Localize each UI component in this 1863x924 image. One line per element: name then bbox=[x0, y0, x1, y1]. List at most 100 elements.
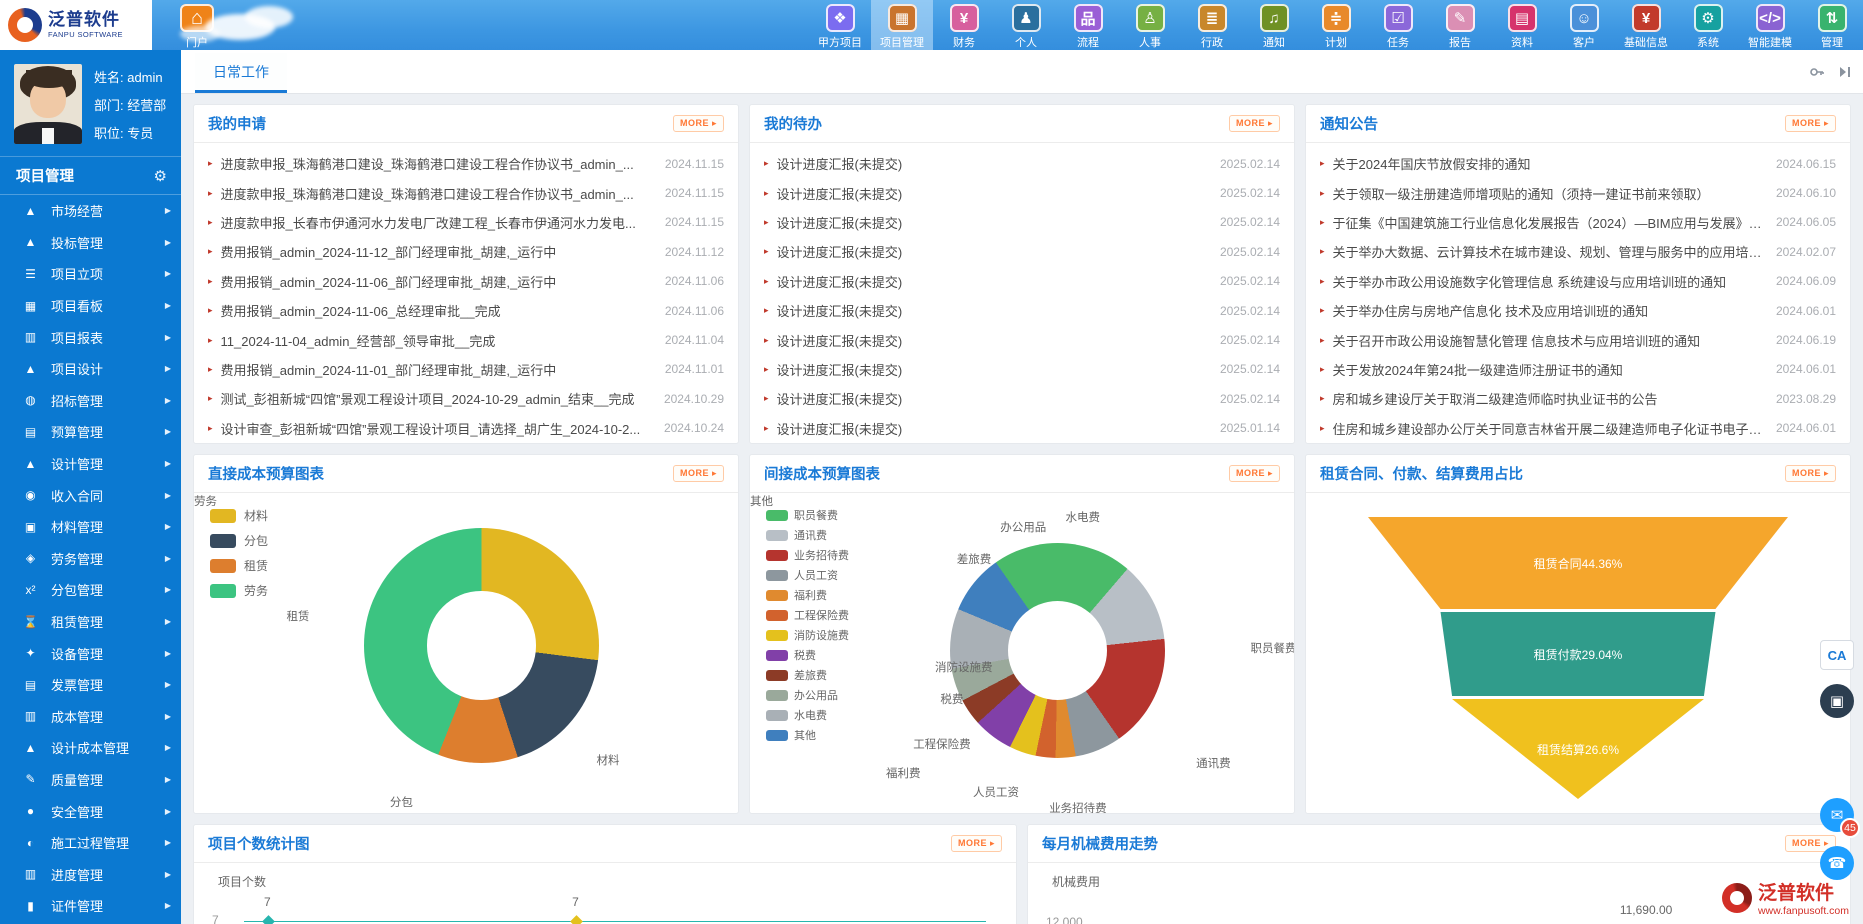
list-item[interactable]: ▸ 费用报销_admin_2024-11-01_部门经理审批_胡建,_运行中 2… bbox=[208, 355, 724, 384]
legend-item[interactable]: 办公用品 bbox=[766, 687, 849, 703]
list-item[interactable]: ▸ 关于发放2024年第24批一级建造师注册证书的通知 2024.06.01 bbox=[1320, 355, 1836, 384]
collapse-panel-icon[interactable] bbox=[1837, 64, 1853, 80]
legend-item[interactable]: 分包 bbox=[210, 532, 268, 549]
sidebar-item[interactable]: ▲ 市场经营 ▶ bbox=[0, 195, 181, 227]
legend-item[interactable]: 其他 bbox=[766, 727, 849, 743]
more-button[interactable]: MORE ▸ bbox=[673, 115, 724, 132]
funnel-stage[interactable]: 租赁结算26.6% bbox=[1368, 699, 1788, 799]
top-menu-item[interactable]: ♙ 人事 bbox=[1119, 0, 1181, 50]
top-menu-item[interactable]: ☑ 任务 bbox=[1367, 0, 1429, 50]
list-item[interactable]: ▸ 费用报销_admin_2024-11-06_总经理审批__完成 2024.1… bbox=[208, 296, 724, 325]
list-item[interactable]: ▸ 费用报销_admin_2024-11-12_部门经理审批_胡建,_运行中 2… bbox=[208, 237, 724, 266]
key-icon[interactable] bbox=[1809, 64, 1825, 80]
legend-item[interactable]: 工程保险费 bbox=[766, 607, 849, 623]
top-menu-item[interactable]: ⚙ 系统 bbox=[1677, 0, 1739, 50]
more-button[interactable]: MORE ▸ bbox=[673, 465, 724, 482]
top-menu-item[interactable]: ❖ 甲方项目 bbox=[809, 0, 871, 50]
more-button[interactable]: MORE ▸ bbox=[1229, 465, 1280, 482]
sidebar-item[interactable]: ▥ 成本管理 ▶ bbox=[0, 701, 181, 733]
legend-item[interactable]: 消防设施费 bbox=[766, 627, 849, 643]
top-menu-item[interactable]: ♟ 个人 bbox=[995, 0, 1057, 50]
sidebar-item[interactable]: ☰ 项目立项 ▶ bbox=[0, 258, 181, 290]
data-point-marker[interactable] bbox=[570, 915, 583, 924]
top-menu-item[interactable]: ≣ 行政 bbox=[1181, 0, 1243, 50]
sidebar-item[interactable]: ◉ 收入合同 ▶ bbox=[0, 479, 181, 511]
list-item[interactable]: ▸ 设计进度汇报(未提交) 2025.02.14 bbox=[764, 267, 1280, 296]
list-item[interactable]: ▸ 进度款申报_珠海鹤港口建设_珠海鹤港口建设工程合作协议书_admin_...… bbox=[208, 178, 724, 207]
data-point-marker[interactable] bbox=[262, 915, 275, 924]
list-item[interactable]: ▸ 设计进度汇报(未提交) 2025.02.14 bbox=[764, 208, 1280, 237]
sidebar-item[interactable]: ▲ 投标管理 ▶ bbox=[0, 227, 181, 259]
top-menu-item[interactable]: ▦ 项目管理 bbox=[871, 0, 933, 50]
sidebar-item[interactable]: ◍ 招标管理 ▶ bbox=[0, 385, 181, 417]
sidebar-item[interactable]: ● 安全管理 ▶ bbox=[0, 795, 181, 827]
list-item[interactable]: ▸ 设计进度汇报(未提交) 2025.02.14 bbox=[764, 384, 1280, 413]
sidebar-item[interactable]: ▤ 预算管理 ▶ bbox=[0, 416, 181, 448]
list-item[interactable]: ▸ 关于举办市政公用设施数字化管理信息 系统建设与应用培训班的通知 2024.0… bbox=[1320, 267, 1836, 296]
sidebar-item[interactable]: ▦ 项目看板 ▶ bbox=[0, 290, 181, 322]
legend-item[interactable]: 差旅费 bbox=[766, 667, 849, 683]
top-menu-item[interactable]: ✎ 报告 bbox=[1429, 0, 1491, 50]
list-item[interactable]: ▸ 关于2024年国庆节放假安排的通知 2024.06.15 bbox=[1320, 149, 1836, 178]
sidebar-item[interactable]: ▣ 材料管理 ▶ bbox=[0, 511, 181, 543]
sidebar-item[interactable]: ▥ 项目报表 ▶ bbox=[0, 321, 181, 353]
list-item[interactable]: ▸ 11_2024-11-04_admin_经营部_领导审批__完成 2024.… bbox=[208, 325, 724, 354]
funnel-chart[interactable]: 租赁合同44.36%租赁付款29.04%租赁结算26.6% bbox=[1368, 517, 1788, 799]
list-item[interactable]: ▸ 房和城乡建设厅关于取消二级建造师临时执业证书的公告 2023.08.29 bbox=[1320, 384, 1836, 413]
funnel-stage[interactable]: 租赁合同44.36% bbox=[1368, 517, 1788, 609]
list-item[interactable]: ▸ 设计进度汇报(未提交) 2025.02.14 bbox=[764, 149, 1280, 178]
legend-item[interactable]: 税费 bbox=[766, 647, 849, 663]
top-menu-item[interactable]: ≑ 计划 bbox=[1305, 0, 1367, 50]
sidebar-item[interactable]: ◈ 劳务管理 ▶ bbox=[0, 543, 181, 575]
sidebar-item[interactable]: ▤ 发票管理 ▶ bbox=[0, 669, 181, 701]
legend-item[interactable]: 水电费 bbox=[766, 707, 849, 723]
sidebar-item[interactable]: ▥ 进度管理 ▶ bbox=[0, 858, 181, 890]
list-item[interactable]: ▸ 设计进度汇报(未提交) 2025.02.14 bbox=[764, 355, 1280, 384]
funnel-stage[interactable]: 租赁付款29.04% bbox=[1368, 612, 1788, 696]
top-menu-item[interactable]: ¥ 基础信息 bbox=[1615, 0, 1677, 50]
more-button[interactable]: MORE ▸ bbox=[1229, 115, 1280, 132]
phone-float-button[interactable]: ☎ bbox=[1820, 846, 1854, 880]
list-item[interactable]: ▸ 设计进度汇报(未提交) 2025.02.14 bbox=[764, 178, 1280, 207]
settings-float-button[interactable]: ▣ bbox=[1820, 684, 1854, 718]
sidebar-item[interactable]: ▲ 设计管理 ▶ bbox=[0, 448, 181, 480]
legend-item[interactable]: 通讯费 bbox=[766, 527, 849, 543]
list-item[interactable]: ▸ 进度款申报_长春市伊通河水力发电厂改建工程_长春市伊通河水力发电... 20… bbox=[208, 208, 724, 237]
sidebar-item[interactable]: ◐ 施工过程管理 ▶ bbox=[0, 827, 181, 859]
legend-item[interactable]: 材料 bbox=[210, 507, 268, 524]
top-menu-item[interactable]: ⇅ 管理 bbox=[1801, 0, 1863, 50]
top-menu-item[interactable]: ♫ 通知 bbox=[1243, 0, 1305, 50]
message-float-button[interactable]: ✉ 45 bbox=[1820, 798, 1854, 832]
list-item[interactable]: ▸ 设计进度汇报(未提交) 2025.02.14 bbox=[764, 237, 1280, 266]
list-item[interactable]: ▸ 进度款申报_珠海鹤港口建设_珠海鹤港口建设工程合作协议书_admin_...… bbox=[208, 149, 724, 178]
list-item[interactable]: ▸ 住房和城乡建设部办公厅关于同意吉林省开展二级建造师电子化证书电子证照试点..… bbox=[1320, 414, 1836, 443]
ca-certificate-button[interactable]: CA bbox=[1820, 640, 1854, 670]
sidebar-item[interactable]: ⌛ 租赁管理 ▶ bbox=[0, 606, 181, 638]
more-button[interactable]: MORE ▸ bbox=[1785, 115, 1836, 132]
legend-item[interactable]: 人员工资 bbox=[766, 567, 849, 583]
sidebar-item[interactable]: ▲ 项目设计 ▶ bbox=[0, 353, 181, 385]
top-menu-item[interactable]: ▤ 资料 bbox=[1491, 0, 1553, 50]
list-item[interactable]: ▸ 关于举办住房与房地产信息化 技术及应用培训班的通知 2024.06.01 bbox=[1320, 296, 1836, 325]
list-item[interactable]: ▸ 设计进度汇报(未提交) 2025.02.14 bbox=[764, 296, 1280, 325]
top-menu-item[interactable]: 品 流程 bbox=[1057, 0, 1119, 50]
list-item[interactable]: ▸ 设计进度汇报(未提交) 2025.02.14 bbox=[764, 325, 1280, 354]
sidebar-item[interactable]: x² 分包管理 ▶ bbox=[0, 574, 181, 606]
list-item[interactable]: ▸ 设计审查_彭祖新城“四馆”景观工程设计项目_请选择_胡广生_2024-10-… bbox=[208, 414, 724, 443]
top-menu-item[interactable]: ☺ 客户 bbox=[1553, 0, 1615, 50]
more-button[interactable]: MORE ▸ bbox=[951, 835, 1002, 852]
list-item[interactable]: ▸ 关于举办大数据、云计算技术在城市建设、规划、管理与服务中的应用培训班... … bbox=[1320, 237, 1836, 266]
legend-item[interactable]: 福利费 bbox=[766, 587, 849, 603]
tab-daily-work[interactable]: 日常工作 bbox=[195, 53, 287, 93]
more-button[interactable]: MORE ▸ bbox=[1785, 465, 1836, 482]
legend-item[interactable]: 业务招待费 bbox=[766, 547, 849, 563]
list-item[interactable]: ▸ 测试_彭祖新城“四馆”景观工程设计项目_2024-10-29_admin_结… bbox=[208, 384, 724, 413]
avatar[interactable] bbox=[14, 64, 82, 144]
top-menu-item[interactable]: ¥ 财务 bbox=[933, 0, 995, 50]
sidebar-item[interactable]: ▮ 证件管理 ▶ bbox=[0, 890, 181, 922]
sidebar-item[interactable]: ▲ 设计成本管理 ▶ bbox=[0, 732, 181, 764]
list-item[interactable]: ▸ 设计进度汇报(未提交) 2025.01.14 bbox=[764, 414, 1280, 443]
list-item[interactable]: ▸ 关于领取一级注册建造师增项贴的通知（须持一建证书前来领取） 2024.06.… bbox=[1320, 178, 1836, 207]
sidebar-item[interactable]: ✦ 设备管理 ▶ bbox=[0, 637, 181, 669]
list-item[interactable]: ▸ 于征集《中国建筑施工行业信息化发展报告（2024）—BIM应用与发展》材料.… bbox=[1320, 208, 1836, 237]
